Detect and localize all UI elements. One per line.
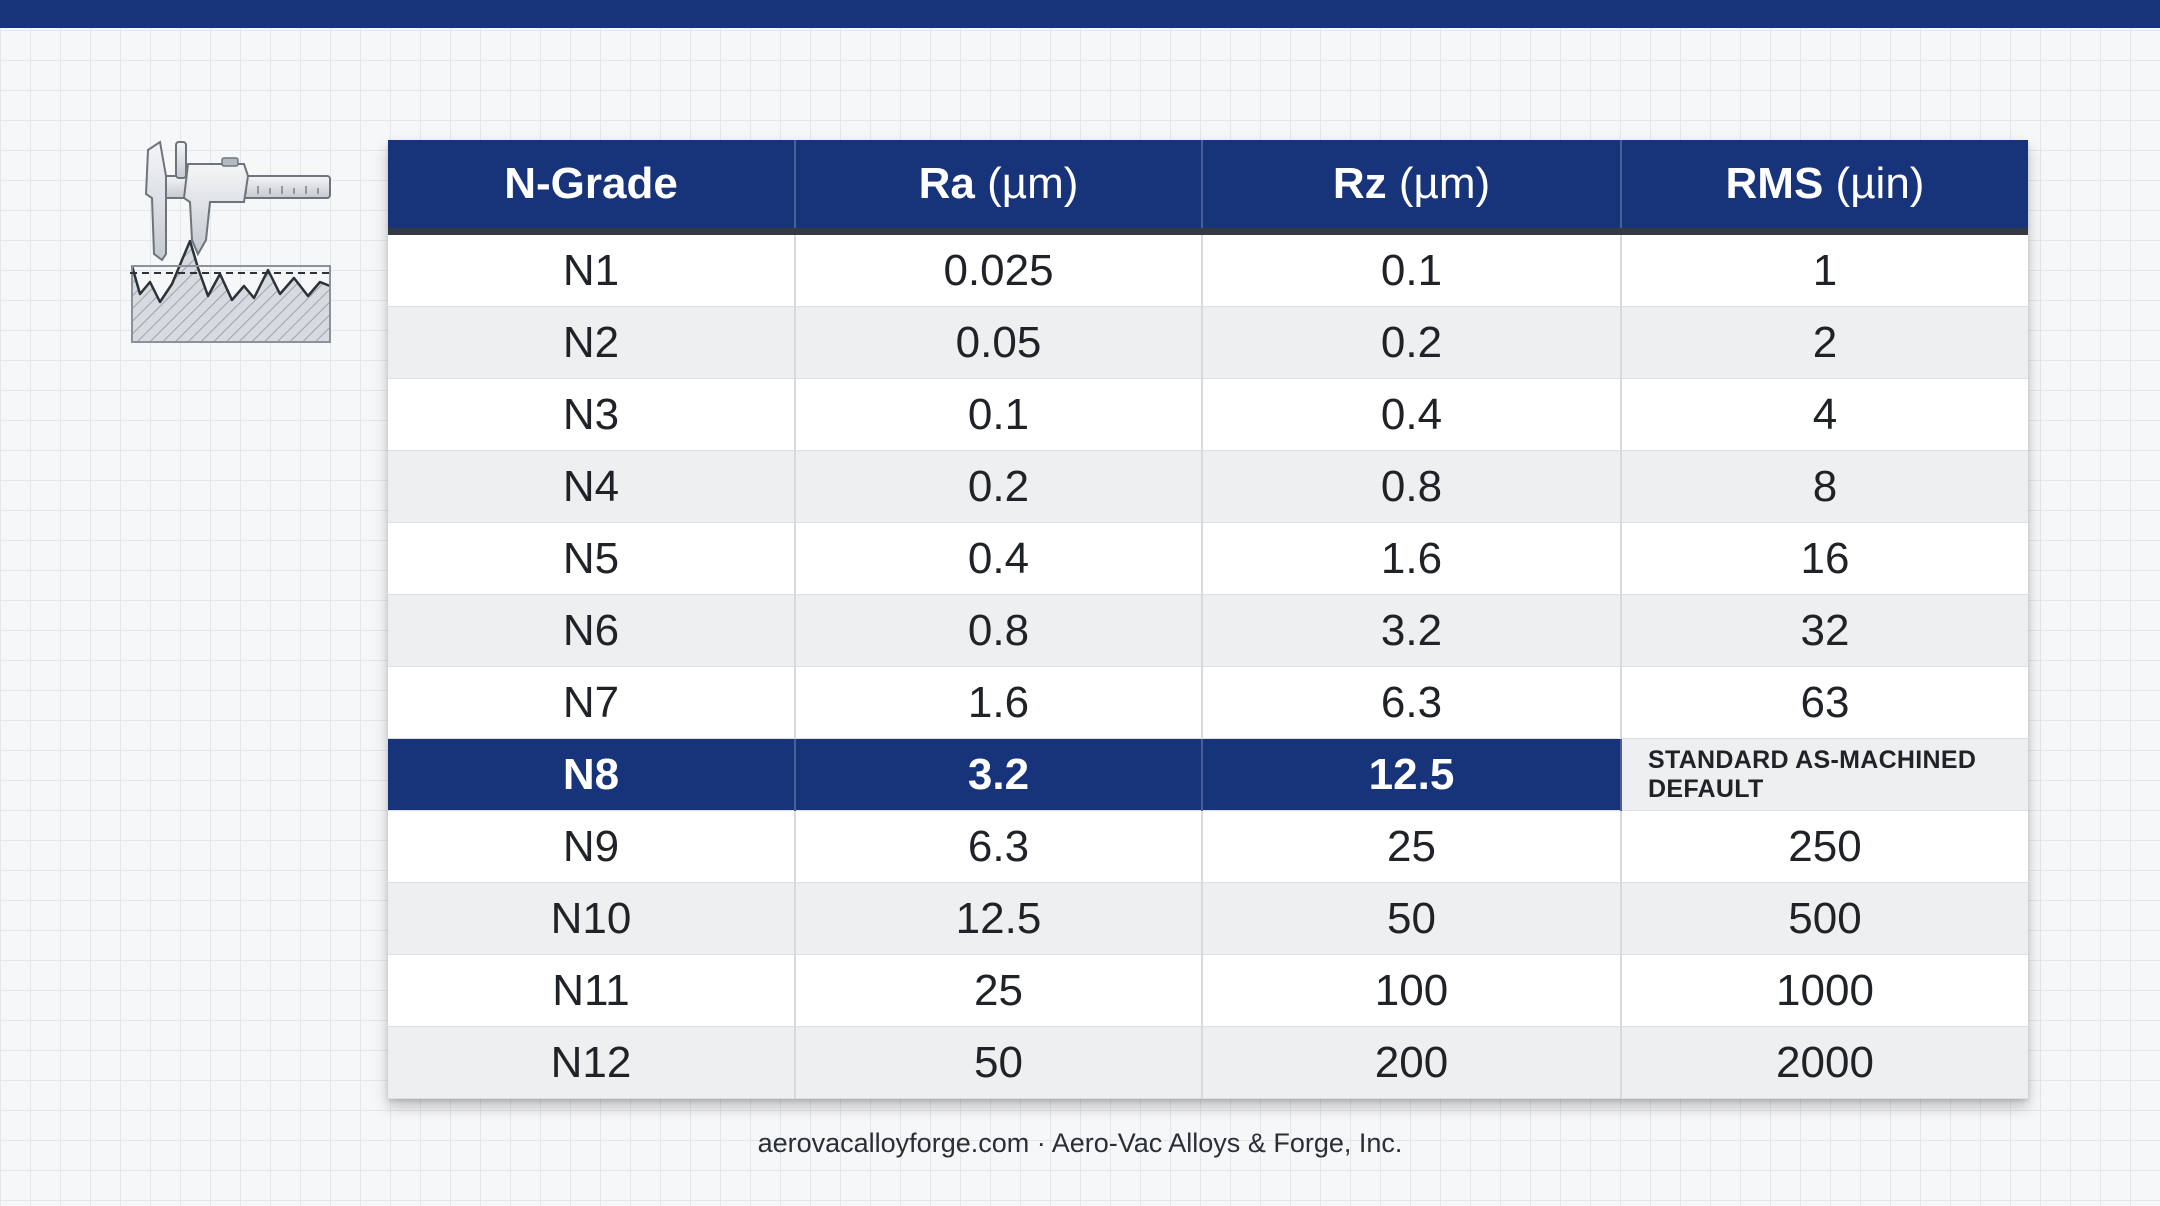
cell-ra: 0.8 <box>795 594 1203 667</box>
cell-rms: 8 <box>1621 450 2028 523</box>
top-accent-bar <box>0 0 2160 28</box>
cell-rms: 32 <box>1621 594 2028 667</box>
cell-rms: 2000 <box>1621 1026 2028 1099</box>
cell-n-grade: N3 <box>388 378 796 451</box>
cell-ra: 50 <box>795 1026 1203 1099</box>
cell-rms: 63 <box>1621 666 2028 739</box>
cell-ra: 0.2 <box>795 450 1203 523</box>
cell-rms-note: STANDARD AS-MACHINED DEFAULT <box>1621 738 2028 811</box>
cell-rms: 4 <box>1621 378 2028 451</box>
cell-ra: 0.4 <box>795 522 1203 595</box>
cell-rms: 2 <box>1621 306 2028 379</box>
cell-ra: 0.1 <box>795 378 1203 451</box>
cell-rz: 3.2 <box>1202 594 1622 667</box>
cell-rz: 25 <box>1202 810 1622 883</box>
cell-rz: 100 <box>1202 954 1622 1027</box>
table-row: N7 1.6 6.3 63 <box>388 666 2028 739</box>
surface-roughness-table-panel: N-Grade Ra (µm) Rz (µm) RMS (µin) N1 0.0… <box>388 140 2028 1099</box>
cell-ra: 25 <box>795 954 1203 1027</box>
cell-n-grade: N10 <box>388 882 796 955</box>
table-row: N6 0.8 3.2 32 <box>388 594 2028 667</box>
cell-ra: 0.05 <box>795 306 1203 379</box>
surface-roughness-table: N-Grade Ra (µm) Rz (µm) RMS (µin) N1 0.0… <box>388 140 2028 1099</box>
table-row: N4 0.2 0.8 8 <box>388 450 2028 523</box>
table-row: N9 6.3 25 250 <box>388 810 2028 883</box>
cell-rms: 1 <box>1621 231 2028 307</box>
cell-rz: 12.5 <box>1202 738 1622 811</box>
cell-rms: 16 <box>1621 522 2028 595</box>
cell-rms: 500 <box>1621 882 2028 955</box>
table-row-highlighted: N8 3.2 12.5 STANDARD AS-MACHINED DEFAULT <box>388 738 2028 811</box>
table-row: N1 0.025 0.1 1 <box>388 231 2028 307</box>
header-rms: RMS (µin) <box>1621 140 2028 235</box>
header-rz: Rz (µm) <box>1202 140 1622 235</box>
cell-n-grade: N8 <box>388 738 796 811</box>
caliper-surface-profile-icon <box>130 140 332 343</box>
cell-rz: 0.2 <box>1202 306 1622 379</box>
header-ra: Ra (µm) <box>795 140 1203 235</box>
cell-rms: 250 <box>1621 810 2028 883</box>
footer-credit: aerovacalloyforge.com · Aero-Vac Alloys … <box>757 1128 1403 1158</box>
cell-rz: 200 <box>1202 1026 1622 1099</box>
table-row: N10 12.5 50 500 <box>388 882 2028 955</box>
cell-rz: 0.4 <box>1202 378 1622 451</box>
cell-n-grade: N6 <box>388 594 796 667</box>
table-row: N2 0.05 0.2 2 <box>388 306 2028 379</box>
cell-rz: 6.3 <box>1202 666 1622 739</box>
cell-n-grade: N5 <box>388 522 796 595</box>
table-header-row: N-Grade Ra (µm) Rz (µm) RMS (µin) <box>388 140 2028 235</box>
cell-ra: 0.025 <box>795 231 1203 307</box>
table-row: N11 25 100 1000 <box>388 954 2028 1027</box>
table-row: N12 50 200 2000 <box>388 1026 2028 1099</box>
cell-rz: 50 <box>1202 882 1622 955</box>
cell-ra: 3.2 <box>795 738 1203 811</box>
header-n-grade: N-Grade <box>388 140 796 235</box>
cell-rz: 1.6 <box>1202 522 1622 595</box>
table-row: N5 0.4 1.6 16 <box>388 522 2028 595</box>
cell-n-grade: N7 <box>388 666 796 739</box>
cell-ra: 6.3 <box>795 810 1203 883</box>
cell-n-grade: N4 <box>388 450 796 523</box>
cell-n-grade: N2 <box>388 306 796 379</box>
cell-n-grade: N11 <box>388 954 796 1027</box>
cell-n-grade: N9 <box>388 810 796 883</box>
cell-rz: 0.1 <box>1202 231 1622 307</box>
cell-ra: 12.5 <box>795 882 1203 955</box>
table-row: N3 0.1 0.4 4 <box>388 378 2028 451</box>
cell-rz: 0.8 <box>1202 450 1622 523</box>
cell-rms: 1000 <box>1621 954 2028 1027</box>
cell-ra: 1.6 <box>795 666 1203 739</box>
cell-n-grade: N1 <box>388 231 796 307</box>
cell-n-grade: N12 <box>388 1026 796 1099</box>
